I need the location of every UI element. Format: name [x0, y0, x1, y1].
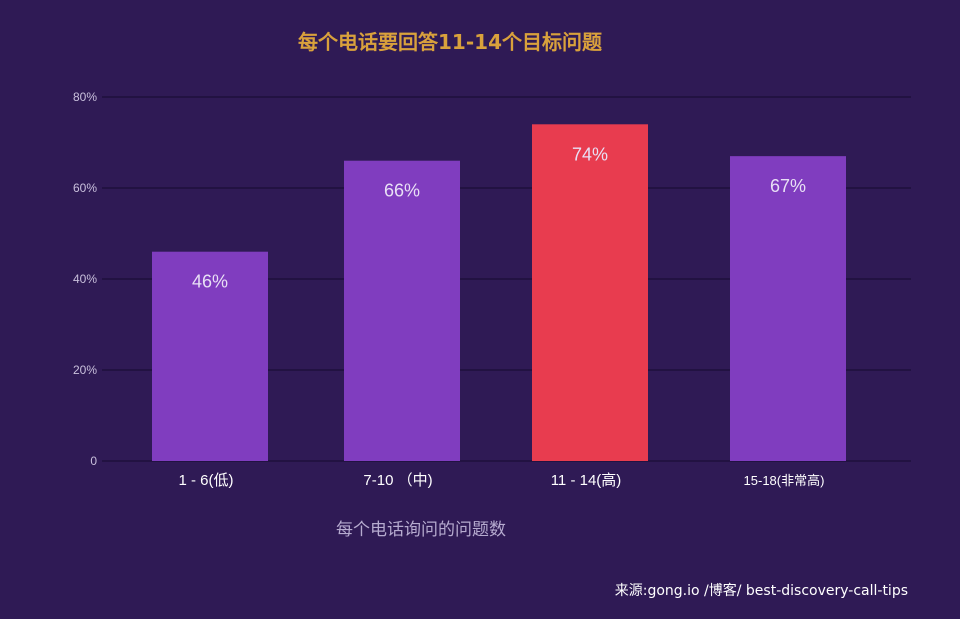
bar-value-label: 67%	[770, 176, 806, 196]
bar	[152, 251, 268, 461]
x-tick-label: 1 - 6(低)	[178, 472, 233, 489]
source-note: 来源:gong.io /博客/ best-discovery-call-tips	[614, 583, 908, 599]
bar	[532, 124, 648, 462]
x-tick-label: 7-10 （中)	[363, 472, 432, 489]
y-tick-label: 20%	[73, 363, 97, 377]
bar	[344, 160, 460, 461]
bar-value-label: 46%	[192, 272, 228, 292]
x-tick-label: 15-18(非常高)	[744, 473, 825, 488]
bar-value-label: 74%	[572, 144, 608, 164]
y-tick-label: 60%	[73, 181, 97, 195]
y-tick-label: 80%	[73, 90, 97, 104]
x-axis-label: 每个电话询问的问题数	[336, 520, 506, 540]
chart-title: 每个电话要回答11-14个目标问题	[298, 30, 602, 54]
bar	[730, 156, 846, 461]
y-tick-label: 0	[90, 454, 97, 468]
bar-value-label: 66%	[384, 181, 420, 201]
y-tick-label: 40%	[73, 272, 97, 286]
x-tick-label: 11 - 14(高)	[551, 472, 622, 489]
